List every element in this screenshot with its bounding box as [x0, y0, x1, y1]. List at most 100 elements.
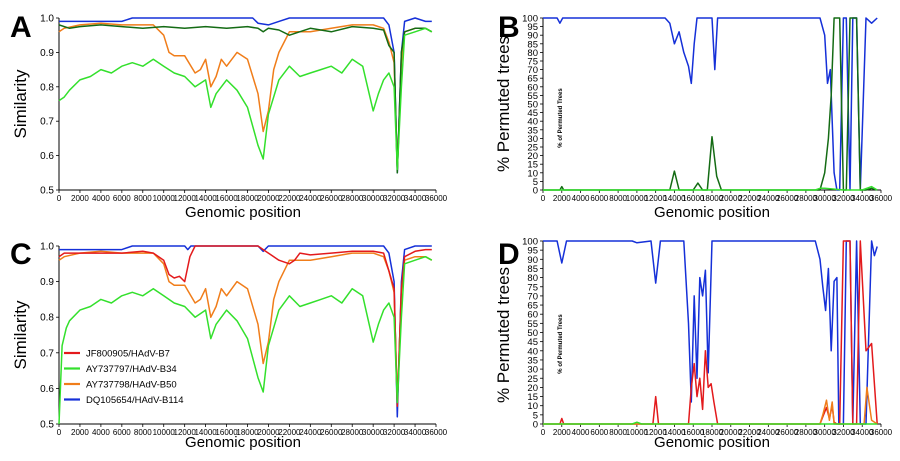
y-tick-label: 75 [527, 57, 538, 68]
y-tick-label: 5 [533, 410, 538, 421]
x-tick-label: 22000 [738, 428, 761, 437]
x-tick-label: 26000 [320, 428, 343, 437]
x-tick-label: 30000 [814, 194, 837, 203]
y-tick-label: 0.8 [40, 313, 54, 324]
series-line-dq105654-hadv-b114 [59, 17, 432, 174]
y-tick-label: 0.6 [40, 151, 54, 162]
x-tick-label: 14000 [663, 194, 686, 203]
y-tick-label: 90 [527, 31, 538, 42]
y-tick-label: 30 [527, 365, 538, 376]
x-tick-label: 36000 [425, 194, 448, 203]
y-tick-label: 55 [527, 91, 538, 102]
y-tick-label: 0.5 [40, 420, 54, 431]
x-tick-label: 36000 [425, 428, 448, 437]
y-tick-label: 5 [533, 177, 538, 188]
x-tick-label: 6000 [590, 428, 608, 437]
y-tick-label: 80 [527, 48, 538, 59]
y-tick-label: 85 [527, 39, 538, 50]
y-tick-label: 100 [522, 237, 538, 248]
inner-axis-label: % of Permuted Trees [558, 314, 564, 374]
x-tick-label: 20000 [720, 428, 743, 437]
series-line-jf800905-hadv-b7 [58, 245, 432, 407]
y-tick-label: 65 [527, 301, 538, 312]
y-tick-label: 40 [527, 346, 538, 357]
x-tick-label: 22000 [738, 194, 761, 203]
x-tick-label: 4000 [572, 194, 590, 203]
x-tick-label: 0 [57, 194, 62, 203]
y-tick-label: 60 [527, 310, 538, 321]
x-tick-label: 8000 [609, 194, 627, 203]
x-tick-label: 34000 [851, 428, 874, 437]
x-tick-label: 24000 [299, 428, 322, 437]
x-tick-label: 2000 [553, 428, 571, 437]
panel-b: B051015202530354045505560657075808590951… [494, 11, 893, 221]
y-axis-label: Similarity [11, 300, 30, 369]
x-tick-label: 22000 [278, 194, 301, 203]
series-line-dark-green [543, 17, 878, 191]
x-tick-label: 6000 [113, 428, 131, 437]
x-tick-label: 32000 [832, 428, 855, 437]
x-tick-label: 34000 [404, 194, 427, 203]
x-tick-label: 10000 [153, 194, 176, 203]
x-tick-label: 16000 [682, 428, 705, 437]
x-tick-label: 0 [541, 194, 546, 203]
y-tick-label: 15 [527, 392, 538, 403]
y-tick-label: 0 [533, 186, 538, 197]
y-tick-label: 0 [533, 420, 538, 431]
y-tick-label: 0.5 [40, 186, 54, 197]
y-tick-label: 70 [527, 291, 538, 302]
x-tick-label: 8000 [609, 428, 627, 437]
y-tick-label: 15 [527, 160, 538, 171]
x-tick-label: 10000 [626, 194, 649, 203]
x-tick-label: 20000 [720, 194, 743, 203]
x-tick-label: 2000 [553, 194, 571, 203]
y-tick-label: 10 [527, 168, 538, 179]
x-tick-label: 28000 [795, 194, 818, 203]
y-tick-label: 95 [527, 246, 538, 257]
y-tick-label: 100 [522, 14, 538, 25]
panel-a: A 0.5 0.6 0.7 0.8 0.9 1.0 0 2000 4000 6000 8000 1000… [10, 11, 448, 221]
x-tick-label: 2000 [71, 428, 89, 437]
panel-d: D051015202530354045505560657075808590951… [494, 237, 893, 452]
x-tick-label: 18000 [236, 194, 259, 203]
y-tick-label: 20 [527, 151, 538, 162]
x-tick-label: 28000 [341, 194, 364, 203]
y-tick-label: 0.6 [40, 384, 54, 395]
x-tick-label: 4000 [92, 194, 110, 203]
y-tick-label: 40 [527, 117, 538, 128]
x-tick-label: 14000 [194, 194, 217, 203]
x-axis-label: Genomic position [185, 434, 301, 451]
x-tick-label: 34000 [404, 428, 427, 437]
y-tick-label: 95 [527, 22, 538, 33]
y-tick-label: 0.9 [40, 277, 54, 288]
y-tick-label: 85 [527, 264, 538, 275]
x-tick-label: 30000 [362, 194, 385, 203]
series-line-ay737797-hadv-b34 [58, 27, 433, 171]
legend-label: AY737797/HAdV-B34 [86, 364, 177, 375]
x-tick-label: 24000 [299, 194, 322, 203]
panel-letter: A [10, 11, 32, 44]
x-axis-label: Genomic position [654, 204, 770, 221]
x-tick-label: 32000 [383, 428, 406, 437]
series-line-dq105654-hadv-b114 [543, 240, 878, 425]
x-tick-label: 8000 [134, 194, 152, 203]
y-axis-label: % Permuted trees [494, 36, 513, 172]
x-tick-label: 22000 [278, 428, 301, 437]
y-tick-label: 0.7 [40, 117, 54, 128]
x-tick-label: 34000 [851, 194, 874, 203]
x-tick-label: 14000 [194, 428, 217, 437]
x-tick-label: 32000 [832, 194, 855, 203]
y-tick-label: 25 [527, 143, 538, 154]
x-tick-label: 4000 [572, 428, 590, 437]
y-tick-label: 80 [527, 273, 538, 284]
y-tick-label: 0.7 [40, 348, 54, 359]
panel-letter: D [498, 238, 520, 271]
y-tick-label: 50 [527, 100, 538, 111]
x-tick-label: 18000 [701, 194, 724, 203]
x-tick-label: 36000 [870, 428, 893, 437]
x-tick-label: 30000 [814, 428, 837, 437]
x-tick-label: 24000 [757, 194, 780, 203]
x-tick-label: 16000 [215, 194, 238, 203]
series-line-ay737797-hadv-b34 [543, 421, 878, 425]
